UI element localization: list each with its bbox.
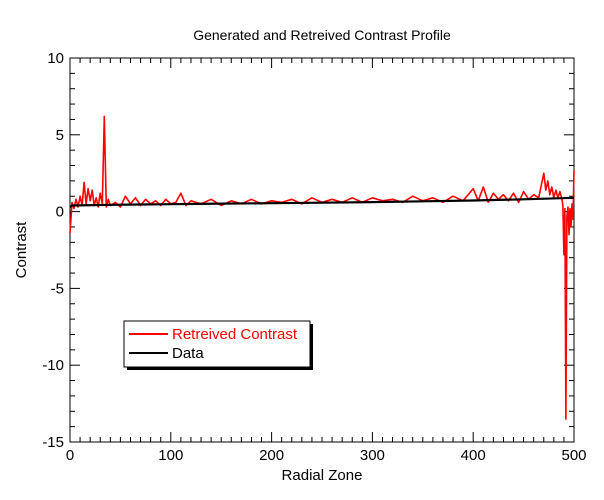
series-line-data — [69, 196, 575, 208]
legend-box — [123, 320, 311, 368]
legend-label: Data — [172, 345, 204, 362]
x-tick-label: 100 — [158, 447, 183, 464]
y-tick-label: 0 — [56, 204, 64, 221]
x-tick-label: 0 — [66, 447, 74, 464]
y-axis-label: Contrast — [13, 221, 30, 279]
series-layer — [69, 115, 575, 420]
x-tick-label: 200 — [259, 447, 284, 464]
x-axis-label: Radial Zone — [282, 467, 363, 484]
y-tick-label: 10 — [47, 50, 64, 67]
chart-title: Generated and Retreived Contrast Profile — [193, 27, 451, 43]
x-tick-label: 500 — [561, 447, 586, 464]
y-tick-label: -5 — [51, 280, 64, 297]
y-tick-label: -15 — [42, 434, 64, 451]
y-tick-label: 5 — [56, 127, 64, 144]
axis-tick-labels: 0 100 200 300 400 500 -15 -10 -5 0 5 10 — [42, 50, 586, 464]
axis-ticks — [69, 57, 575, 443]
x-tick-label: 400 — [461, 447, 486, 464]
y-tick-label: -10 — [42, 357, 64, 374]
series-line-retreived-contrast — [69, 115, 575, 420]
legend-label: Retreived Contrast — [172, 326, 298, 343]
legend: Retreived Contrast Data — [123, 320, 313, 370]
x-tick-label: 300 — [360, 447, 385, 464]
plot-frame — [69, 57, 575, 443]
